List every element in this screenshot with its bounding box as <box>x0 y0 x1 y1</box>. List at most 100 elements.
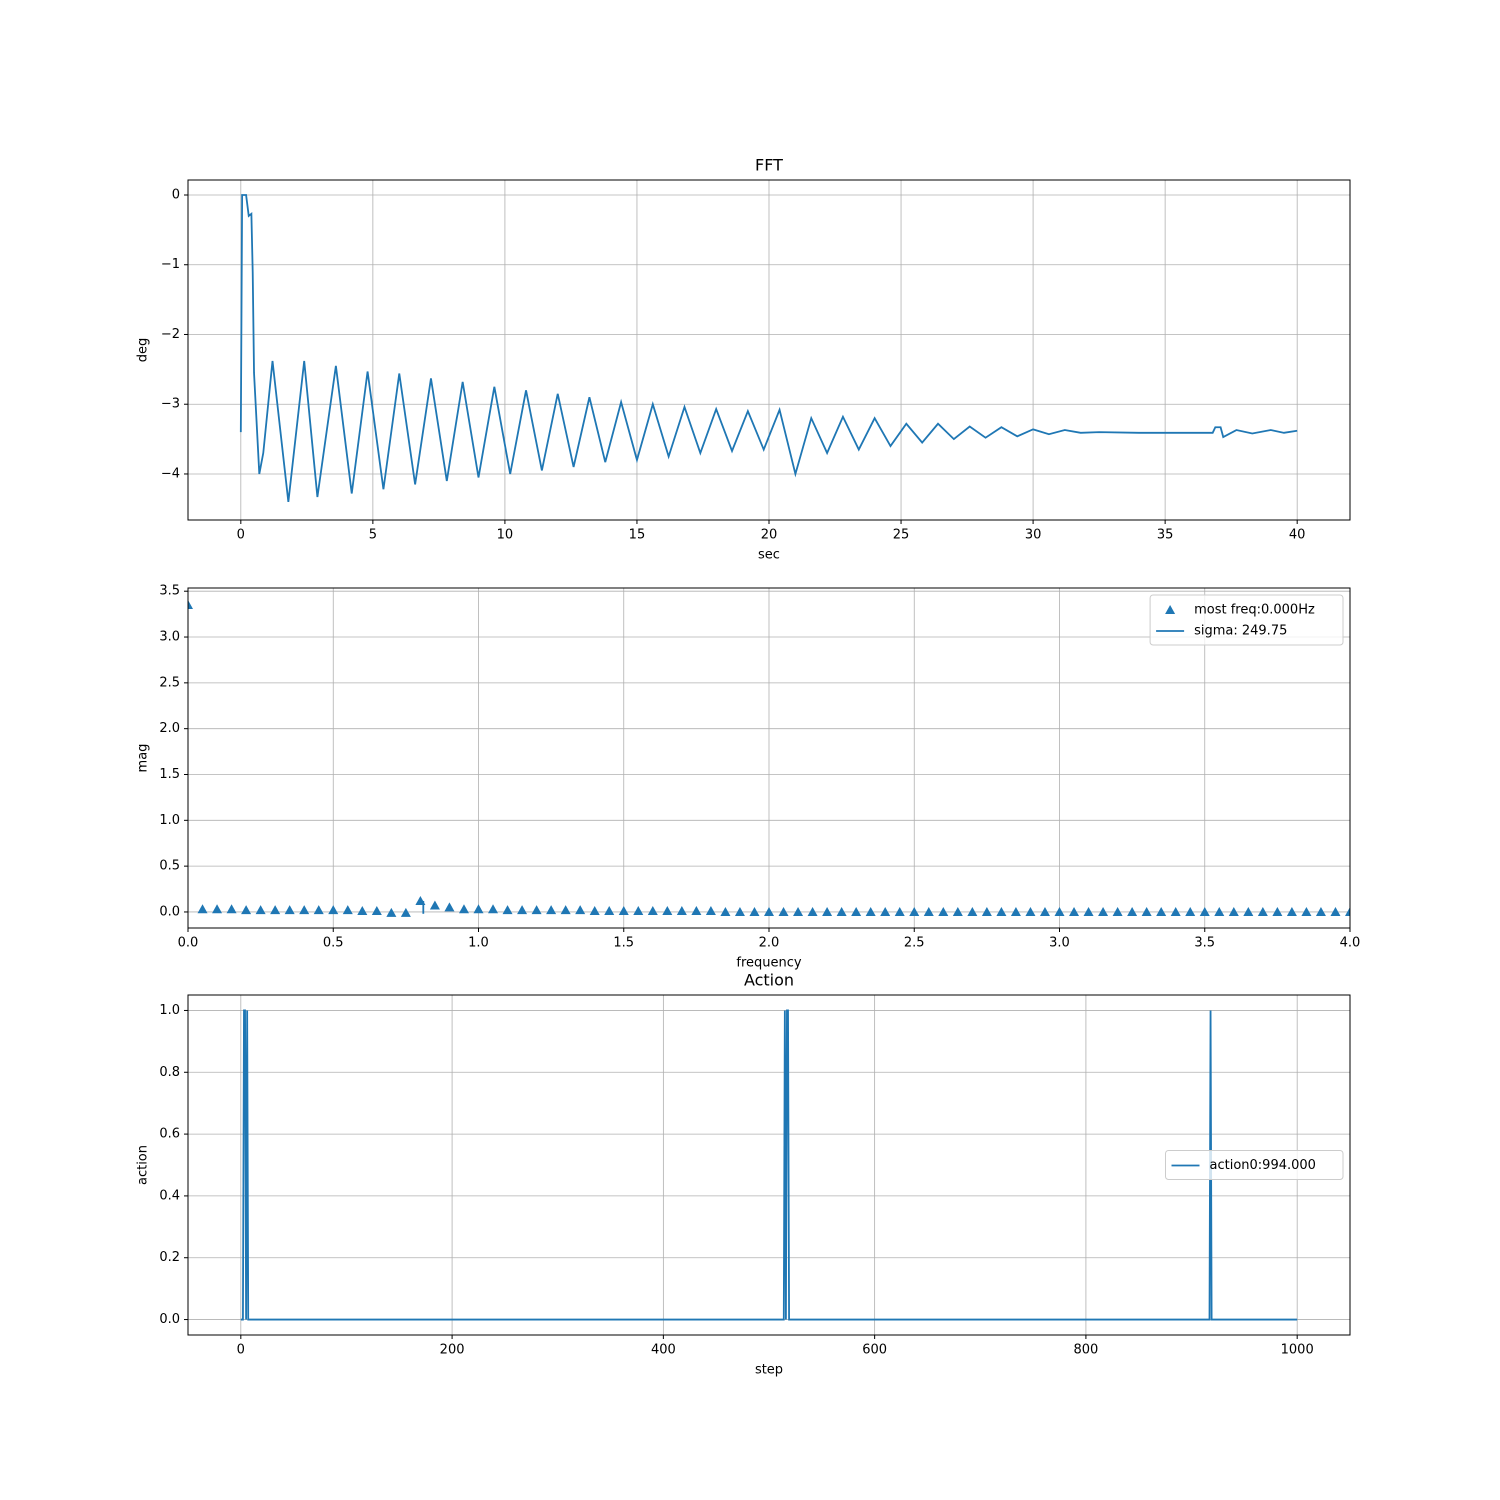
y-tick-label: −4 <box>161 466 180 481</box>
marker <box>444 902 455 912</box>
marker <box>328 905 339 915</box>
marker <box>502 905 513 915</box>
x-tick-label: 0.5 <box>323 936 344 951</box>
x-axis-label: step <box>755 1363 783 1378</box>
y-axis-label: deg <box>136 338 151 363</box>
marker <box>880 906 891 916</box>
marker <box>458 904 469 914</box>
x-tick-label: 20 <box>761 528 778 543</box>
marker <box>1243 906 1254 916</box>
marker <box>284 905 295 915</box>
y-tick-label: −2 <box>161 327 180 342</box>
marker <box>1272 906 1283 916</box>
y-tick-label: 1.0 <box>159 813 180 828</box>
y-tick-label: 0.6 <box>159 1127 180 1142</box>
marker <box>967 906 978 916</box>
x-tick-label: 800 <box>1073 1343 1098 1358</box>
y-tick-label: 0.5 <box>159 859 180 874</box>
marker <box>749 906 760 916</box>
line <box>240 1009 1298 1321</box>
marker <box>1315 906 1326 916</box>
marker <box>1199 906 1210 916</box>
x-tick-label: 0 <box>237 1343 245 1358</box>
x-tick-label: 3.5 <box>1194 936 1215 951</box>
subplot-title: FFT <box>755 156 783 175</box>
marker <box>647 906 658 916</box>
marker <box>188 599 193 609</box>
axes-frame <box>187 587 1351 929</box>
x-tick-label: 5 <box>369 528 377 543</box>
marker <box>488 904 499 914</box>
marker <box>226 904 237 914</box>
marker <box>255 905 266 915</box>
marker <box>1039 906 1050 916</box>
x-tick-label: 1.5 <box>613 936 634 951</box>
marker <box>1170 906 1181 916</box>
legend-box <box>1165 1150 1344 1180</box>
x-tick-label: 0.0 <box>178 936 199 951</box>
marker <box>560 905 571 915</box>
marker <box>1286 906 1297 916</box>
x-tick-label: 200 <box>440 1343 465 1358</box>
marker <box>575 905 586 915</box>
marker <box>546 905 557 915</box>
y-tick-label: −1 <box>161 257 180 272</box>
marker <box>386 907 397 917</box>
x-tick-label: 10 <box>497 528 514 543</box>
x-tick-label: 40 <box>1289 528 1306 543</box>
x-tick-label: 600 <box>862 1343 887 1358</box>
marker <box>1301 906 1312 916</box>
marker <box>212 904 223 914</box>
y-axis-label: mag <box>136 744 151 773</box>
marker <box>1098 906 1109 916</box>
marker <box>923 906 934 916</box>
marker <box>822 906 833 916</box>
x-tick-label: 4.0 <box>1340 936 1361 951</box>
marker <box>764 906 774 916</box>
marker <box>1054 906 1065 916</box>
plot-area <box>188 599 1350 917</box>
marker <box>429 900 440 910</box>
marker <box>996 906 1007 916</box>
x-tick-label: 0 <box>237 528 245 543</box>
marker <box>1069 906 1080 916</box>
marker <box>938 906 949 916</box>
y-tick-label: 0 <box>172 187 180 202</box>
legend-label: sigma: 249.75 <box>1194 624 1287 639</box>
marker <box>1127 906 1138 916</box>
y-tick-label: −3 <box>161 397 180 412</box>
legend-marker <box>1165 605 1176 614</box>
marker <box>604 906 615 916</box>
marker <box>517 905 528 915</box>
y-tick-label: 0.2 <box>159 1250 180 1265</box>
marker <box>1228 906 1239 916</box>
axes-frame <box>187 994 1351 1336</box>
marker <box>851 906 862 916</box>
x-tick-label: 2.0 <box>759 936 780 951</box>
x-tick-label: 1.0 <box>468 936 489 951</box>
subplot: Action 0 200 400 600 800 1000 0.0 0.2 0.4 0.6 0.8 1.… <box>136 971 1351 1378</box>
marker <box>357 906 368 916</box>
y-tick-label: 0.0 <box>159 1312 180 1327</box>
marker <box>342 905 353 915</box>
y-tick-label: 3.5 <box>159 584 180 599</box>
marker <box>662 906 673 916</box>
x-tick-label: 2.5 <box>904 936 925 951</box>
marker <box>909 906 920 916</box>
x-tick-label: 25 <box>893 528 910 543</box>
marker <box>705 906 716 916</box>
y-axis-label: action <box>136 1145 151 1185</box>
x-tick-label: 15 <box>629 528 646 543</box>
axes-frame <box>187 179 1351 521</box>
marker <box>691 906 702 916</box>
marker <box>1156 906 1167 916</box>
marker <box>313 905 324 915</box>
marker <box>270 905 281 915</box>
marker <box>952 906 963 916</box>
marker <box>1257 906 1268 916</box>
line <box>239 194 1298 502</box>
y-tick-label: 2.5 <box>159 675 180 690</box>
y-tick-label: 1.0 <box>159 1003 180 1018</box>
